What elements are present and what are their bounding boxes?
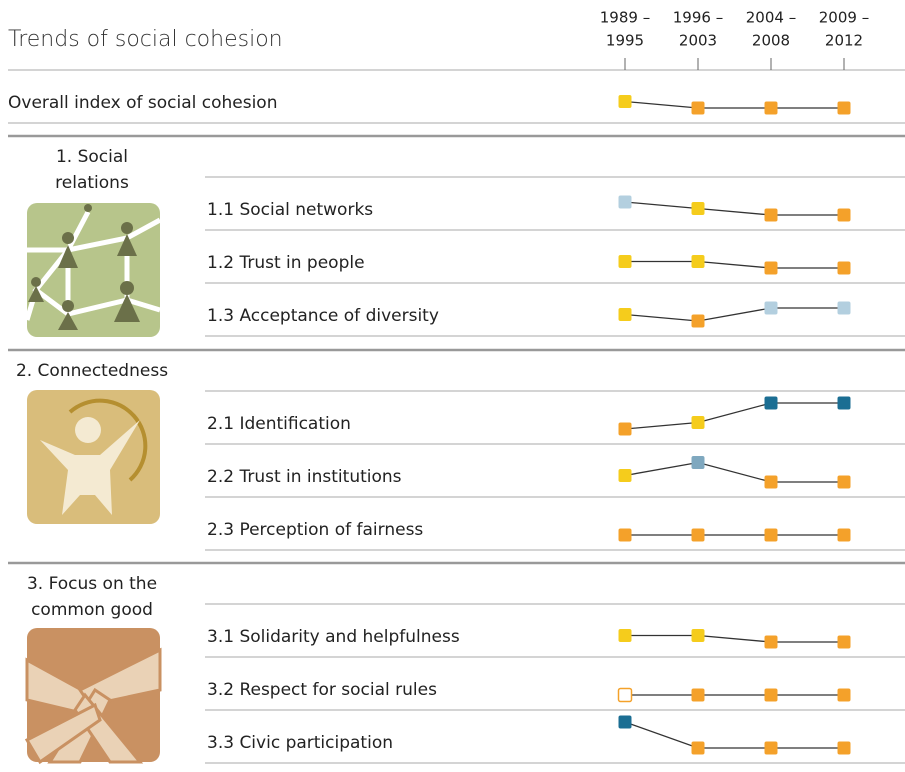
- period-label: 2004 –: [746, 9, 796, 27]
- row-label: Overall index of social cohesion: [8, 93, 277, 113]
- marker: [619, 95, 632, 108]
- section-title: common good: [31, 600, 153, 620]
- marker: [765, 397, 778, 410]
- marker: [838, 397, 851, 410]
- trend-line: [625, 463, 844, 483]
- period-label: 2012: [825, 32, 863, 50]
- period-label: 1995: [606, 32, 644, 50]
- trend-line: [625, 722, 844, 748]
- marker: [838, 262, 851, 275]
- marker: [838, 636, 851, 649]
- marker: [619, 629, 632, 642]
- period-label: 1989 –: [600, 9, 650, 27]
- trend-line: [625, 636, 844, 643]
- marker: [838, 689, 851, 702]
- row-label: 3.2 Respect for social rules: [207, 680, 437, 700]
- trend-line: [625, 202, 844, 215]
- marker: [692, 202, 705, 215]
- marker: [619, 308, 632, 321]
- infographic: Trends of social cohesion 1989 – 1995 1996…: [0, 0, 905, 772]
- trend-line: [625, 262, 844, 269]
- row-label: 1.1 Social networks: [207, 200, 373, 220]
- row-label: 1.3 Acceptance of diversity: [207, 306, 439, 326]
- marker: [765, 636, 778, 649]
- marker: [765, 742, 778, 755]
- marker: [692, 315, 705, 328]
- marker: [838, 529, 851, 542]
- period-label: 2009 –: [819, 9, 869, 27]
- marker: [765, 529, 778, 542]
- trend-line: [625, 308, 844, 321]
- marker: [765, 302, 778, 315]
- row-label: 1.2 Trust in people: [207, 253, 365, 273]
- marker: [765, 476, 778, 489]
- icon-connectedness: [27, 390, 160, 524]
- row-label: 3.3 Civic participation: [207, 733, 393, 753]
- row-label: 2.3 Perception of fairness: [207, 520, 423, 540]
- marker: [838, 302, 851, 315]
- title: Trends of social cohesion: [8, 27, 283, 52]
- marker: [838, 476, 851, 489]
- section-title: 1. Social: [56, 147, 128, 167]
- marker: [692, 629, 705, 642]
- marker: [838, 209, 851, 222]
- marker: [765, 102, 778, 115]
- trend-line: [625, 403, 844, 429]
- period-label: 2003: [679, 32, 717, 50]
- period-label: 2008: [752, 32, 790, 50]
- marker: [692, 255, 705, 268]
- marker: [692, 689, 705, 702]
- marker: [692, 416, 705, 429]
- trend-line: [625, 102, 844, 109]
- marker: [619, 255, 632, 268]
- marker: [619, 529, 632, 542]
- marker: [619, 689, 632, 702]
- row-label: 2.2 Trust in institutions: [207, 467, 402, 487]
- marker: [838, 102, 851, 115]
- marker: [692, 456, 705, 469]
- period-label: 1996 –: [673, 9, 723, 27]
- marker: [692, 742, 705, 755]
- marker: [619, 196, 632, 209]
- marker: [619, 716, 632, 729]
- marker: [838, 742, 851, 755]
- section-title: relations: [55, 173, 129, 193]
- marker: [619, 423, 632, 436]
- row-label: 3.1 Solidarity and helpfulness: [207, 627, 460, 647]
- section-title: 3. Focus on the: [27, 574, 157, 594]
- marker: [692, 102, 705, 115]
- section-title: 2. Connectedness: [16, 361, 168, 381]
- marker: [692, 529, 705, 542]
- row-label: 2.1 Identification: [207, 414, 351, 434]
- icon-common-good: [27, 628, 160, 762]
- marker: [619, 469, 632, 482]
- marker: [765, 262, 778, 275]
- icon-social-relations: [27, 203, 160, 337]
- marker: [765, 689, 778, 702]
- marker: [765, 209, 778, 222]
